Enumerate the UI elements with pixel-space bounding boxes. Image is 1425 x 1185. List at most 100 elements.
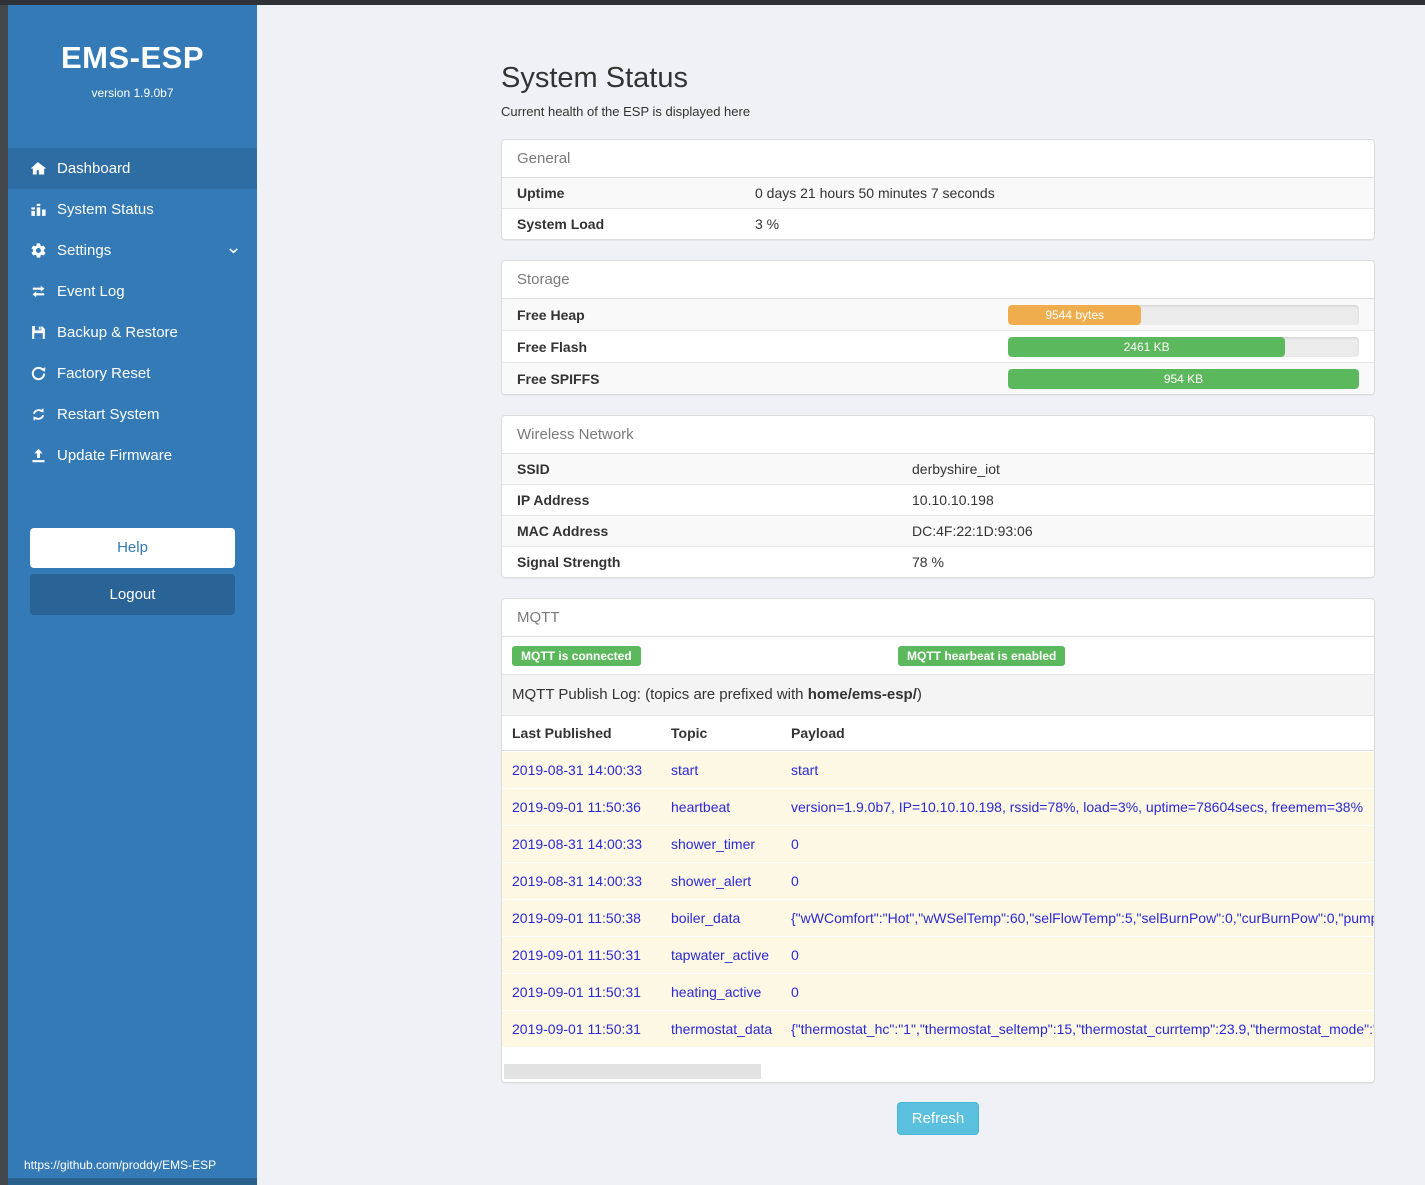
cell-last-published: 2019-09-01 11:50:31	[512, 1021, 641, 1037]
row-value: 0 days 21 hours 50 minutes 7 seconds	[755, 185, 995, 201]
cell-payload: start	[791, 762, 819, 778]
sidebar-item-label: Factory Reset	[57, 365, 151, 382]
progress-value: 9544 bytes	[1045, 307, 1105, 322]
logout-button[interactable]: Logout	[30, 574, 235, 615]
cell-topic: start	[671, 762, 699, 778]
row-label: System Load	[517, 216, 605, 232]
scrollbar-thumb[interactable]	[504, 1064, 761, 1079]
page-subtitle: Current health of the ESP is displayed h…	[501, 104, 751, 119]
row-label: Free Flash	[517, 338, 588, 355]
gear-icon	[30, 242, 47, 259]
storage-row-free-flash: Free Flash 2461 KB	[502, 330, 1374, 362]
sidebar-nav: Dashboard System Status Settings Event L…	[8, 148, 257, 476]
cell-last-published: 2019-09-01 11:50:31	[512, 947, 641, 963]
column-header-topic: Topic	[671, 725, 708, 741]
sidebar-item-factory-reset[interactable]: Factory Reset	[8, 353, 257, 394]
sidebar-item-event-log[interactable]: Event Log	[8, 271, 257, 312]
mqtt-badges-row: MQTT is connected MQTT hearbeat is enabl…	[502, 637, 1374, 674]
refresh-icon	[30, 406, 47, 423]
cell-topic: shower_timer	[671, 836, 756, 852]
cell-topic: thermostat_data	[671, 1021, 773, 1037]
sidebar-item-label: Backup & Restore	[57, 324, 178, 341]
cell-payload: {"wWComfort":"Hot","wWSelTemp":60,"selFl…	[791, 910, 1374, 926]
free-heap-progress-bar: 9544 bytes	[1008, 304, 1142, 325]
sidebar-item-backup-restore[interactable]: Backup & Restore	[8, 312, 257, 353]
table-row: 2019-08-31 14:00:33 shower_timer 0	[502, 826, 1374, 862]
row-value: derbyshire_iot	[912, 461, 1000, 477]
floppy-save-icon	[30, 324, 47, 341]
sidebar-item-label: Update Firmware	[57, 447, 173, 464]
window-left-edge	[0, 0, 8, 1185]
github-link[interactable]: https://github.com/proddy/EMS-ESP	[24, 1158, 217, 1172]
refresh-button[interactable]: Refresh	[896, 1102, 980, 1135]
general-row-uptime: Uptime 0 days 21 hours 50 minutes 7 seco…	[502, 178, 1374, 208]
window-top-edge	[0, 0, 1425, 5]
row-value: 3 %	[755, 216, 780, 232]
cell-payload: version=1.9.0b7, IP=10.10.10.198, rssid=…	[791, 799, 1364, 815]
progress-value: 2461 KB	[1123, 339, 1170, 354]
sidebar-item-label: Settings	[57, 242, 112, 259]
table-row: 2019-08-31 14:00:33 start start	[502, 752, 1374, 788]
row-value: 78 %	[912, 554, 944, 570]
sidebar-item-label: Event Log	[57, 283, 125, 300]
cell-payload: 0	[791, 836, 799, 852]
mqtt-log-header: Last Published Topic Payload	[502, 716, 1374, 751]
panel-general: General Uptime 0 days 21 hours 50 minute…	[501, 139, 1375, 240]
cell-payload: 0	[791, 873, 799, 889]
cell-payload: 0	[791, 947, 799, 963]
panel-general-title: General	[502, 140, 1374, 178]
sidebar-item-system-status[interactable]: System Status	[8, 189, 257, 230]
app-title: EMS-ESP	[60, 40, 205, 75]
cell-topic: boiler_data	[671, 910, 741, 926]
panel-storage-title: Storage	[502, 261, 1374, 299]
row-label: Free SPIFFS	[517, 370, 600, 387]
sidebar-item-dashboard[interactable]: Dashboard	[8, 148, 257, 189]
progress-track: 2461 KB	[1008, 336, 1359, 357]
cell-topic: shower_alert	[671, 873, 752, 889]
wireless-row-signal: Signal Strength 78 %	[502, 546, 1374, 577]
mqtt-connected-badge: MQTT is connected	[512, 646, 641, 666]
row-label: Signal Strength	[517, 554, 621, 570]
column-header-payload: Payload	[791, 725, 845, 741]
panel-storage: Storage Free Heap 9544 bytes Free Flash …	[501, 260, 1375, 395]
row-value: 10.10.10.198	[912, 492, 994, 508]
panel-wireless-title: Wireless Network	[502, 416, 1374, 454]
system-status-icon	[30, 201, 47, 218]
mqtt-publish-log-title: MQTT Publish Log: (topics are prefixed w…	[502, 674, 1374, 716]
table-row: 2019-09-01 11:50:31 heating_active 0	[502, 974, 1374, 1010]
wireless-row-ssid: SSID derbyshire_iot	[502, 454, 1374, 484]
general-row-system-load: System Load 3 %	[502, 208, 1374, 239]
cell-last-published: 2019-09-01 11:50:36	[512, 799, 641, 815]
cell-last-published: 2019-09-01 11:50:31	[512, 984, 641, 1000]
row-label: Uptime	[517, 185, 565, 201]
sidebar-item-settings[interactable]: Settings	[8, 230, 257, 271]
rotate-ccw-icon	[30, 365, 47, 382]
sidebar-item-label: Restart System	[57, 406, 160, 423]
swap-arrows-icon	[30, 283, 47, 300]
sidebar-bottom-strip	[8, 1178, 257, 1185]
wireless-row-mac: MAC Address DC:4F:22:1D:93:06	[502, 515, 1374, 546]
cell-last-published: 2019-08-31 14:00:33	[512, 762, 642, 778]
sidebar-item-update-firmware[interactable]: Update Firmware	[8, 435, 257, 476]
panel-mqtt: MQTT MQTT is connected MQTT hearbeat is …	[501, 598, 1375, 1083]
panel-mqtt-title: MQTT	[502, 599, 1374, 637]
sidebar-item-label: Dashboard	[57, 160, 131, 177]
free-flash-progress-bar: 2461 KB	[1008, 336, 1286, 357]
row-label: SSID	[517, 461, 550, 477]
cell-topic: heartbeat	[671, 799, 731, 815]
horizontal-scrollbar[interactable]	[504, 1064, 1372, 1080]
help-button[interactable]: Help	[30, 528, 235, 568]
page-title: System Status	[501, 62, 688, 94]
cell-topic: heating_active	[671, 984, 762, 1000]
wireless-row-ip: IP Address 10.10.10.198	[502, 484, 1374, 515]
table-row: 2019-09-01 11:50:31 tapwater_active 0	[502, 937, 1374, 973]
mqtt-heartbeat-badge: MQTT hearbeat is enabled	[898, 646, 1066, 666]
mqtt-topic-prefix: home/ems-esp/	[807, 686, 917, 703]
sidebar-item-restart-system[interactable]: Restart System	[8, 394, 257, 435]
column-header-last-published: Last Published	[512, 725, 612, 741]
cell-payload: 0	[791, 984, 799, 1000]
cell-last-published: 2019-08-31 14:00:33	[512, 836, 642, 852]
table-row: 2019-08-31 14:00:33 shower_alert 0	[502, 863, 1374, 899]
table-row: 2019-09-01 11:50:38 boiler_data {"wWComf…	[502, 900, 1374, 936]
cell-last-published: 2019-08-31 14:00:33	[512, 873, 642, 889]
